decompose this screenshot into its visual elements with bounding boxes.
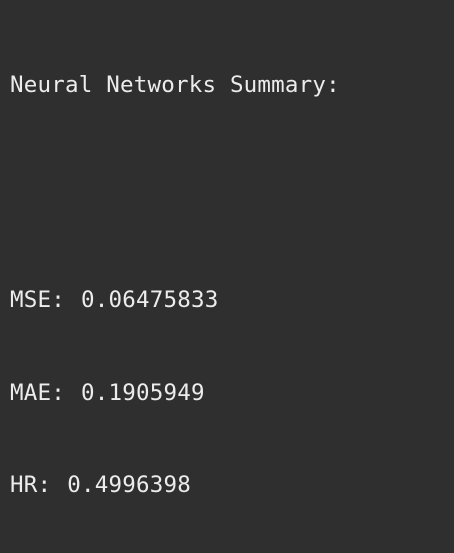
metric-label: HR: <box>10 471 52 498</box>
metric-value: 0.4996398 <box>67 471 191 498</box>
blank-line <box>10 162 454 193</box>
metric-row-mae: MAE: 0.1905949 <box>10 378 454 409</box>
metric-row-hr: HR: 0.4996398 <box>10 470 454 501</box>
metric-value: 0.06475833 <box>81 287 219 314</box>
summary-title: Neural Networks Summary: <box>10 71 340 98</box>
metric-label: MAE: <box>10 379 65 406</box>
metric-value: 0.1905949 <box>81 379 205 406</box>
metric-label: MSE: <box>10 287 65 314</box>
metric-row-mse: MSE: 0.06475833 <box>10 285 454 316</box>
